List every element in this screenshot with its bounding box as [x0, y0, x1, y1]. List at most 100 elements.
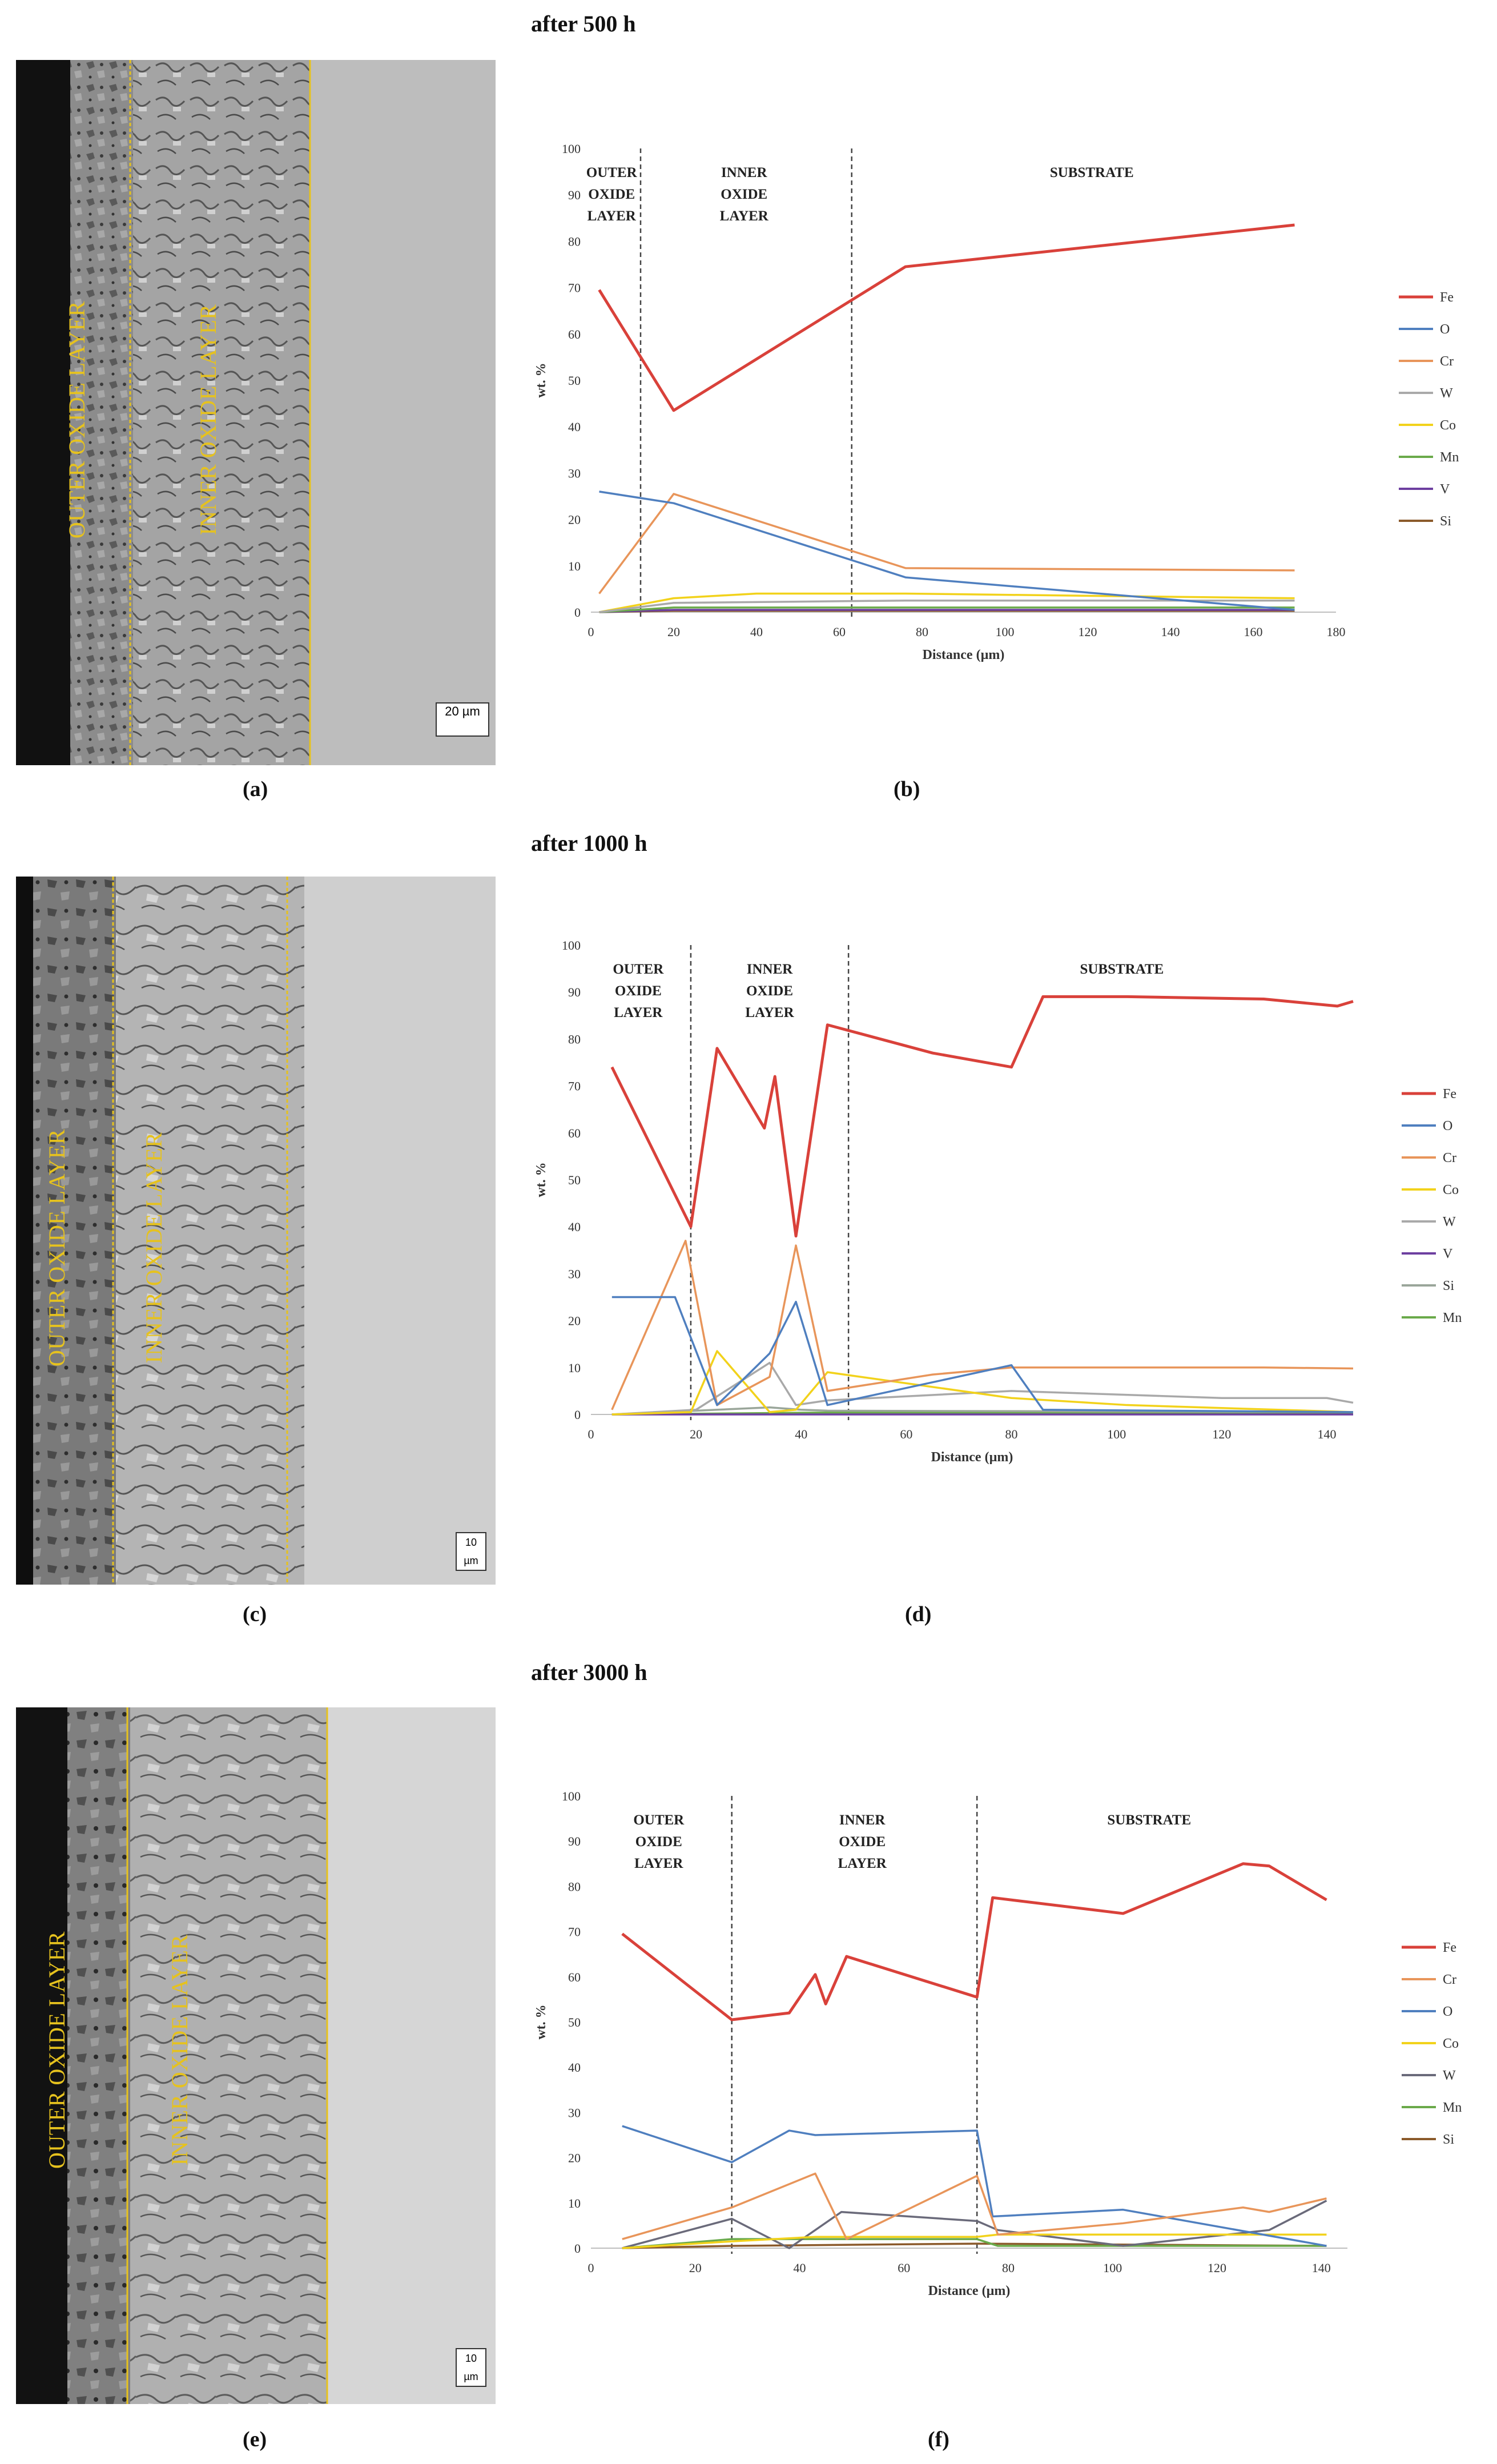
- series-line-o: [622, 2125, 1327, 2247]
- series-line-si: [611, 1406, 1354, 1416]
- region-label: SUBSTRATE: [1050, 165, 1134, 180]
- row-title-1000h: after 1000 h: [531, 830, 647, 856]
- region-label: LAYER: [634, 1856, 683, 1871]
- x-tick-label: 40: [795, 1427, 807, 1441]
- y-tick-label: 10: [568, 559, 581, 573]
- region-label: SUBSTRATE: [1107, 1812, 1191, 1828]
- legend-label-co: Co: [1443, 2036, 1459, 2051]
- y-tick-label: 70: [568, 281, 581, 295]
- region-label: OXIDE: [635, 1834, 682, 1850]
- y-tick-label: 50: [568, 1173, 581, 1187]
- region-label: INNER: [839, 1812, 886, 1828]
- series-line-co: [622, 2233, 1327, 2249]
- x-tick-label: 80: [916, 625, 928, 639]
- row-title-3000h: after 3000 h: [531, 1659, 647, 1685]
- series-line-w: [599, 599, 1295, 613]
- y-tick-label: 20: [568, 2151, 581, 2165]
- series-line-co: [599, 592, 1295, 613]
- region-label: OXIDE: [746, 983, 793, 999]
- x-tick-label: 120: [1212, 1427, 1231, 1441]
- y-tick-label: 40: [568, 420, 581, 434]
- y-tick-label: 0: [574, 1408, 581, 1422]
- sem-image-3000h: OUTER OXIDE LAYER INNER OXIDE LAYER 10 µ…: [16, 1707, 496, 2404]
- x-tick-label: 20: [689, 2261, 702, 2275]
- outer-oxide-label-a: OUTER OXIDE LAYER: [64, 301, 90, 538]
- series-line-mn: [622, 2238, 1327, 2249]
- region-label: LAYER: [838, 1856, 887, 1871]
- x-axis-title: Distance (µm): [928, 2284, 1011, 2298]
- legend-label-v: V: [1443, 1247, 1453, 1261]
- chart-500h: 0 10 20 30 40 50 60 70 80 90 100 0 20 40 60 80 100 120 140…: [514, 126, 1496, 674]
- series-line-v: [599, 609, 1295, 613]
- x-tick-label: 100: [1103, 2261, 1122, 2275]
- y-axis-title: wt. %: [534, 2004, 549, 2039]
- x-tick-label: 180: [1327, 625, 1346, 639]
- legend-label-mn: Mn: [1443, 2100, 1462, 2115]
- y-tick-label: 50: [568, 373, 581, 388]
- series-line-w: [611, 1361, 1354, 1416]
- x-tick-label: 160: [1244, 625, 1263, 639]
- y-tick-label: 80: [568, 234, 581, 248]
- series-line-o: [611, 1296, 1354, 1413]
- y-tick-label: 30: [568, 466, 581, 480]
- series-line-o: [599, 491, 1295, 611]
- x-tick-label: 140: [1312, 2261, 1331, 2275]
- x-tick-label: 40: [750, 625, 763, 639]
- region-label: OXIDE: [615, 983, 662, 999]
- x-tick-label: 60: [900, 1427, 912, 1441]
- legend-label-cr: Cr: [1443, 1972, 1456, 1987]
- series-line-cr: [611, 1240, 1354, 1410]
- legend-label-w: W: [1443, 1215, 1456, 1229]
- panel-label-a: (a): [243, 777, 268, 801]
- region-label: LAYER: [614, 1005, 663, 1020]
- series-line-mn: [599, 606, 1295, 613]
- region-label: OUTER: [613, 962, 664, 977]
- series-line-si: [622, 2242, 1327, 2249]
- x-tick-label: 0: [588, 1427, 594, 1441]
- legend-label-si: Si: [1443, 1279, 1454, 1293]
- x-tick-label: 0: [588, 625, 594, 639]
- y-tick-label: 40: [568, 2060, 581, 2075]
- series-line-cr: [598, 493, 1295, 594]
- x-tick-label: 80: [1002, 2261, 1015, 2275]
- y-axis-title: wt. %: [534, 363, 549, 397]
- outer-oxide-label-c: OUTER OXIDE LAYER: [44, 1129, 70, 1366]
- sem-image-500h: OUTER OXIDE LAYER INNER OXIDE LAYER 20 µ…: [16, 60, 496, 765]
- scale-bar-c-text: 10 µm: [464, 1537, 478, 1566]
- y-tick-label: 60: [568, 327, 581, 341]
- y-tick-label: 70: [568, 1079, 581, 1094]
- x-tick-label: 40: [794, 2261, 806, 2275]
- y-axis-title: wt. %: [534, 1162, 549, 1197]
- region-label: OXIDE: [588, 187, 635, 202]
- legend-label-si: Si: [1443, 2132, 1454, 2147]
- x-tick-label: 60: [833, 625, 846, 639]
- y-tick-label: 90: [568, 985, 581, 999]
- legend-label-o: O: [1440, 322, 1450, 337]
- y-tick-label: 80: [568, 1032, 581, 1046]
- scale-bar-a-text: 20 µm: [445, 704, 480, 718]
- legend-label-w: W: [1440, 386, 1453, 401]
- region-label: INNER: [747, 962, 794, 977]
- panel-label-b: (b): [894, 777, 920, 801]
- y-tick-label: 60: [568, 1970, 581, 1984]
- inner-oxide-label-c: INNER OXIDE LAYER: [141, 1132, 167, 1364]
- y-tick-label: 30: [568, 2105, 581, 2120]
- legend-label-co: Co: [1443, 1183, 1459, 1197]
- series-line-co: [611, 1350, 1354, 1416]
- region-label: LAYER: [745, 1005, 794, 1020]
- region-label: SUBSTRATE: [1080, 962, 1164, 977]
- y-tick-label: 100: [562, 938, 581, 952]
- legend-label-v: V: [1440, 482, 1450, 497]
- y-tick-label: 10: [568, 1361, 581, 1375]
- y-tick-label: 10: [568, 2196, 581, 2210]
- scale-bar-c: 10 µm: [456, 1532, 486, 1571]
- x-tick-label: 120: [1079, 625, 1097, 639]
- legend-label-co: Co: [1440, 418, 1456, 433]
- x-axis-title: Distance (µm): [931, 1450, 1013, 1465]
- y-tick-label: 90: [568, 1834, 581, 1848]
- x-tick-label: 20: [690, 1427, 702, 1441]
- chart-1000h: 0 10 20 30 40 50 60 70 80 90 100 0 20 40 60 80 100 120 140…: [514, 928, 1496, 1493]
- x-tick-label: 140: [1317, 1427, 1336, 1441]
- legend-label-fe: Fe: [1440, 290, 1454, 305]
- region-label: OXIDE: [839, 1834, 886, 1850]
